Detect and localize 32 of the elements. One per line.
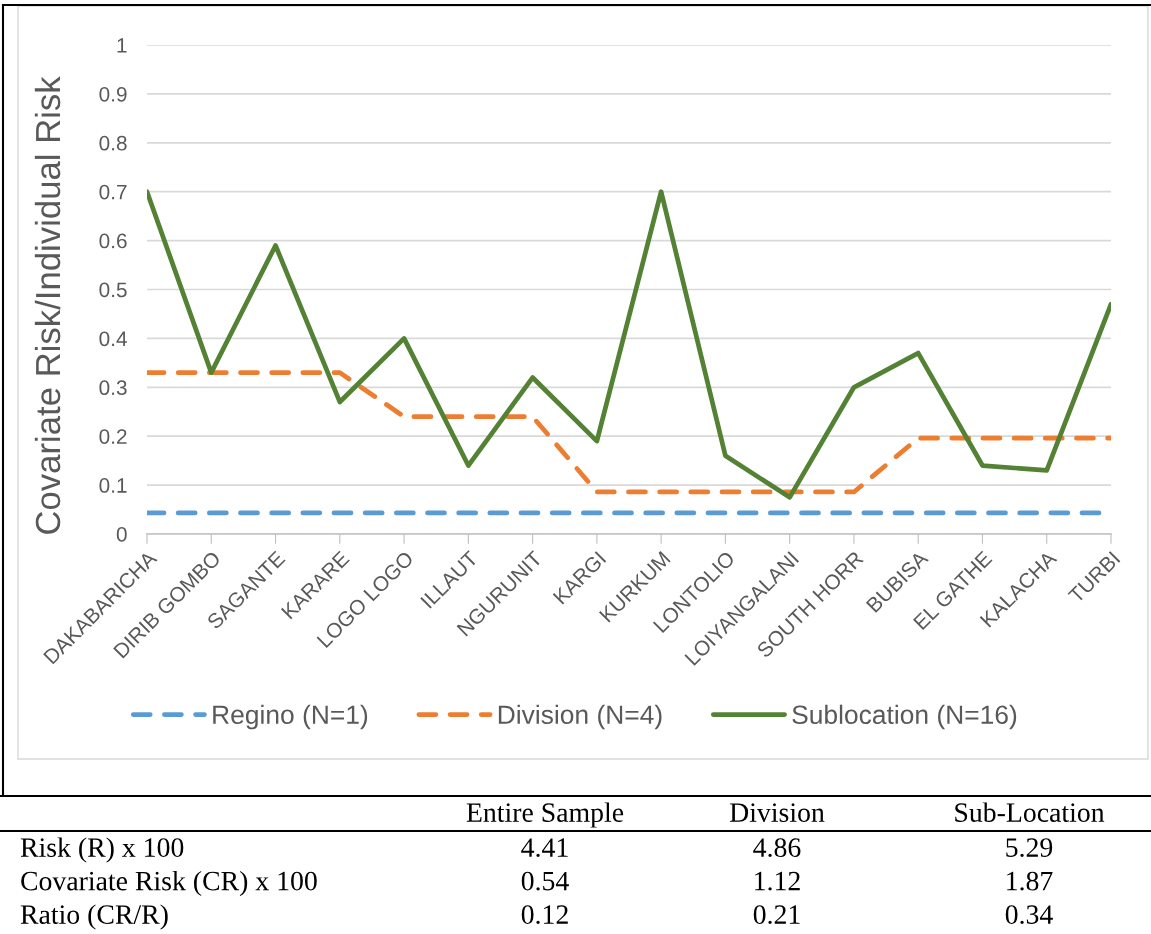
y-tick-label: 0.6 xyxy=(99,233,127,249)
y-tick-label: 0.9 xyxy=(99,86,127,102)
text: 0.21 xyxy=(753,905,800,925)
text: 4.86 xyxy=(753,838,801,858)
y-tick-label: 0.8 xyxy=(99,135,127,151)
legend-label: Regino (N=1) xyxy=(213,704,368,730)
text: 5.29 xyxy=(1006,838,1053,858)
y-tick-label: 0.4 xyxy=(99,331,127,347)
text: 4.41 xyxy=(521,838,568,858)
text: Covariate Risk (CR) x 100 xyxy=(21,870,317,897)
text: Entire Sample xyxy=(466,802,624,828)
text: Division xyxy=(729,803,825,822)
text: 1.12 xyxy=(755,871,800,891)
y-tick-label: 0.2 xyxy=(99,429,127,444)
legend-label: Division (N=4) xyxy=(498,704,662,730)
line-series xyxy=(147,189,1111,500)
text: 0.34 xyxy=(1005,905,1053,925)
text: Sub-Location xyxy=(955,802,1105,822)
text: Risk (R) x 100 xyxy=(20,837,184,863)
text: Ratio (CR/R) xyxy=(20,904,168,930)
y-tick-label: 0 xyxy=(116,527,127,542)
y-tick-label: 0.5 xyxy=(99,282,127,298)
y-tick-label: 0.3 xyxy=(99,380,127,396)
text: 0.54 xyxy=(521,871,569,891)
y-tick-label: 0.1 xyxy=(99,478,127,493)
text: 1.87 xyxy=(1007,871,1053,891)
y-axis-title: Covariate Risk/Individual Risk xyxy=(34,76,61,534)
y-tick-label: 1 xyxy=(117,38,127,53)
legend-label: Sublocation (N=16) xyxy=(792,704,1017,730)
text: 0.12 xyxy=(521,905,568,925)
y-tick-label: 0.7 xyxy=(99,184,127,200)
line-series xyxy=(147,370,1111,495)
